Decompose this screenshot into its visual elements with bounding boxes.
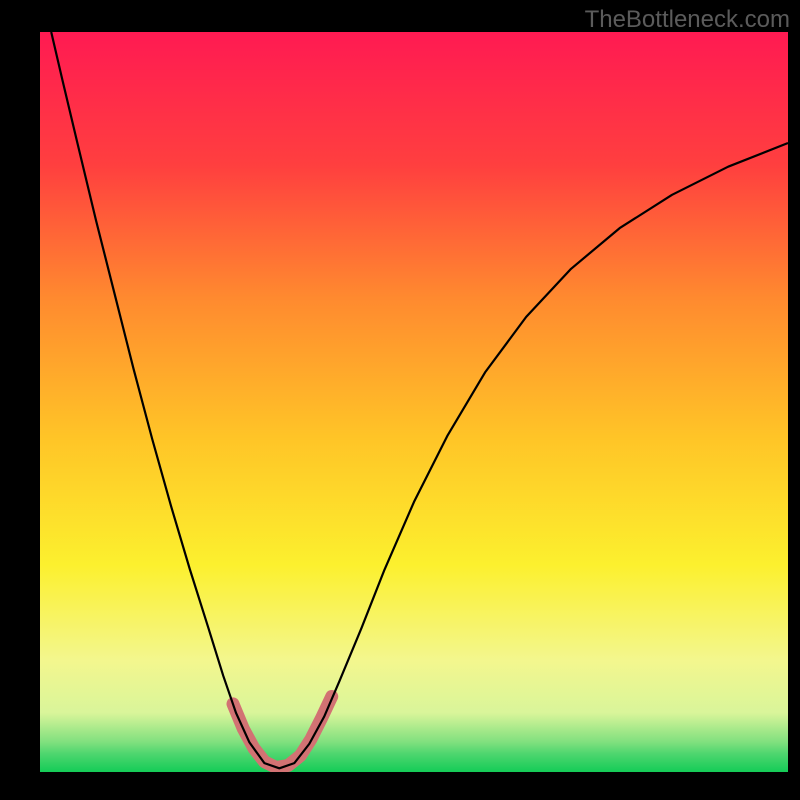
chart-canvas <box>0 0 800 800</box>
watermark-text: TheBottleneck.com <box>585 6 790 34</box>
bottleneck-chart: TheBottleneck.com <box>0 0 800 800</box>
